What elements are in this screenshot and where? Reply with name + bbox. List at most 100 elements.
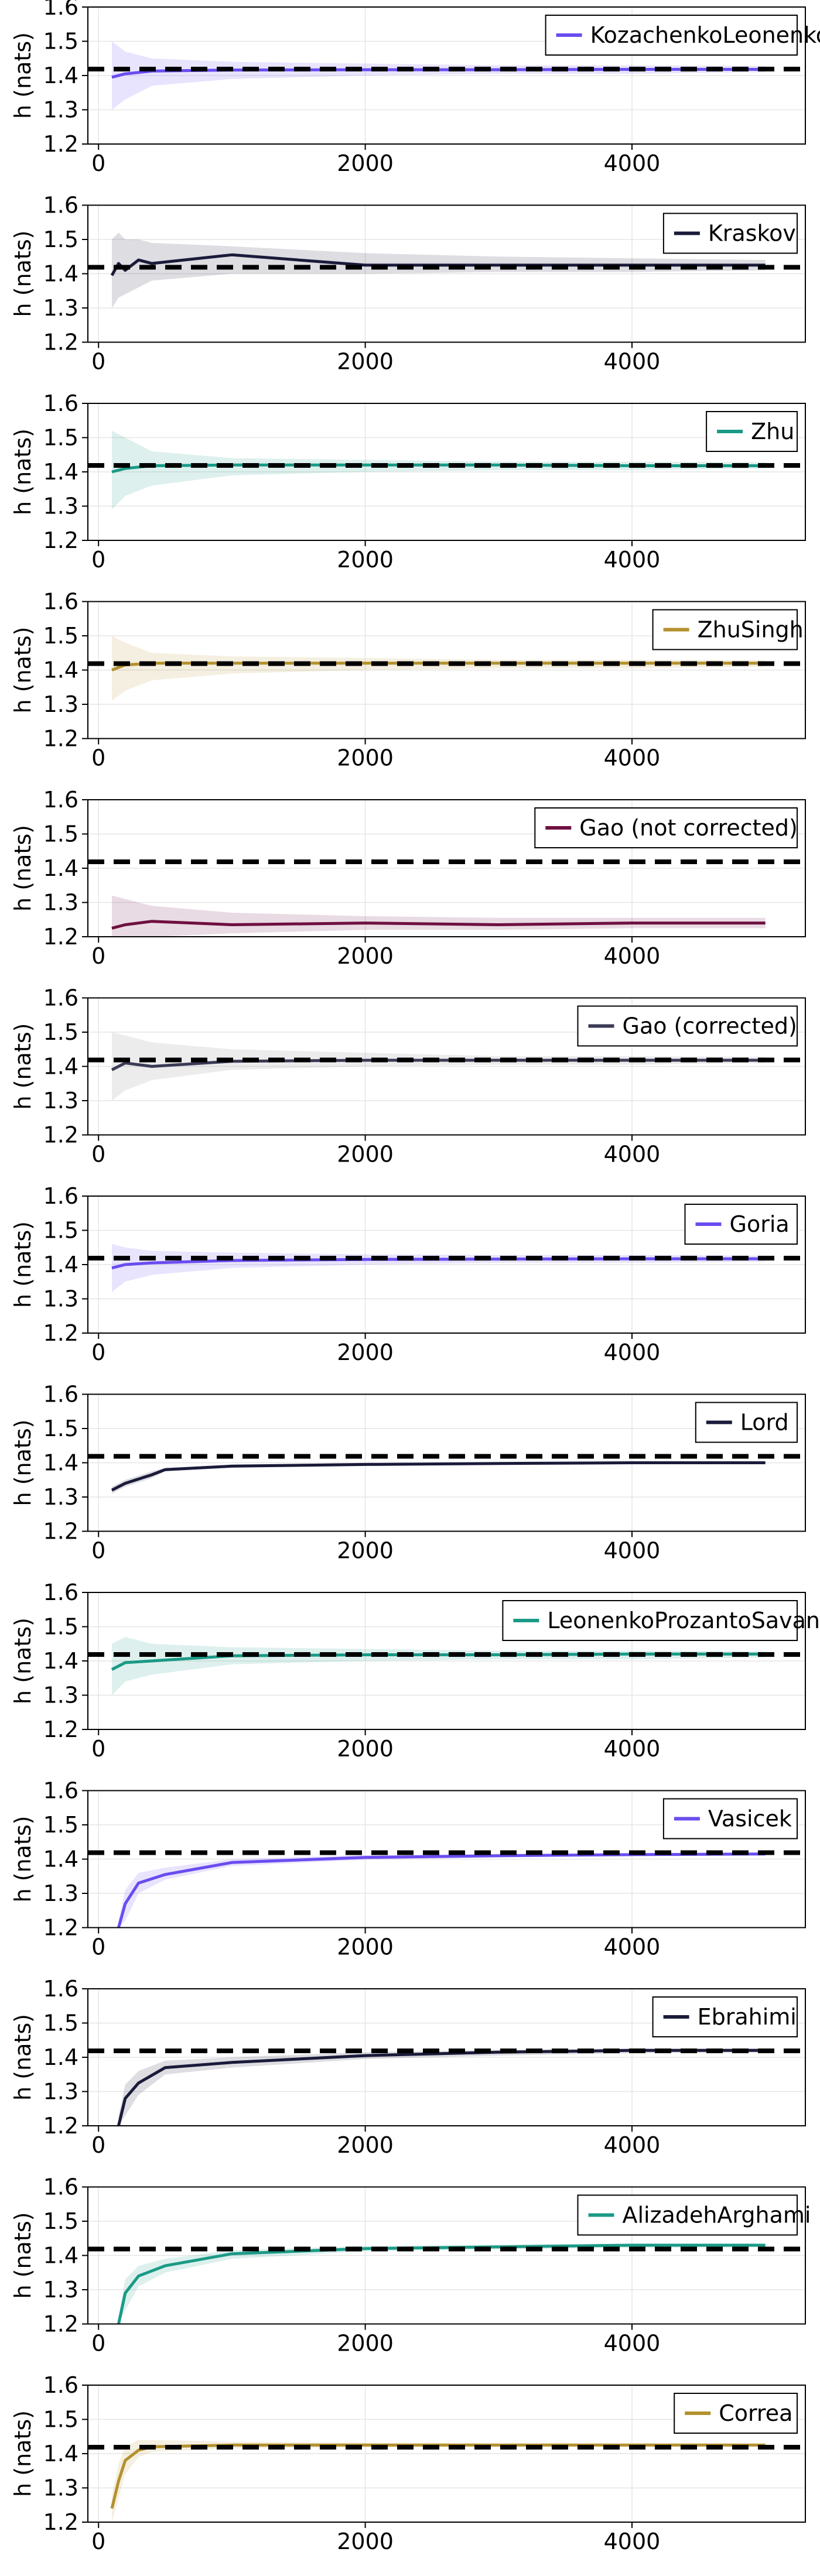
y-tick-label: 1.6: [43, 1382, 78, 1407]
legend-box: [652, 609, 798, 650]
legend-label: Kraskov: [708, 221, 796, 246]
y-axis-label: h (nats): [10, 32, 36, 119]
legend-label: KozachenkoLeonenko: [590, 22, 820, 48]
panel-6: 1.2 1.3 1.4 1.5 1.6 0 2000 4000 h (nats) Gao (cor…: [10, 985, 806, 1167]
panel-11: 1.2 1.3 1.4 1.5 1.6 0 2000 4000 h (nats) Ebrahimi: [10, 1976, 806, 2158]
y-tick-label: 1.6: [43, 1580, 78, 1605]
panel-13: 1.2 1.3 1.4 1.5 1.6 0 2000 4000 h (nats) Correa: [10, 2372, 806, 2554]
y-tick-label: 1.5: [43, 1218, 78, 1244]
x-tick-label: 2000: [337, 349, 394, 375]
panel-10: 1.2 1.3 1.4 1.5 1.6 0 2000 4000 h (nats) Vasicek: [10, 1778, 806, 1960]
legend: Vasicek: [662, 1798, 798, 1839]
x-tick-label: 0: [91, 150, 105, 176]
legend-label: Correa: [719, 2400, 792, 2426]
legend-box: [577, 2194, 798, 2236]
legend-box: [545, 15, 798, 56]
y-tick-label: 1.5: [43, 29, 78, 54]
y-tick-label: 1.6: [43, 589, 78, 615]
y-tick-label: 1.3: [43, 691, 78, 717]
y-tick-label: 1.4: [43, 2243, 78, 2269]
panel-4: 1.2 1.3 1.4 1.5 1.6 0 2000 4000 h (nats) ZhuSingh: [10, 589, 806, 771]
y-tick-label: 1.6: [43, 1778, 78, 1804]
x-tick-label: 0: [91, 2529, 105, 2554]
series-line: [111, 920, 766, 930]
y-tick-label: 1.6: [43, 985, 78, 1011]
y-tick-label: 1.3: [43, 494, 78, 519]
y-tick-label: 1.5: [43, 425, 78, 451]
y-axis-label: h (nats): [10, 1816, 36, 1903]
y-tick-label: 1.2: [43, 1915, 78, 1941]
y-tick-label: 1.4: [43, 1648, 78, 1674]
legend-label: LeonenkoProzantoSavani: [547, 1608, 820, 1633]
x-tick-label: 2000: [337, 1340, 394, 1365]
x-tick-label: 2000: [337, 547, 394, 573]
x-tick-label: 4000: [604, 1736, 661, 1762]
y-tick-label: 1.6: [43, 0, 78, 20]
x-tick-label: 4000: [604, 1340, 661, 1365]
legend: Zhu: [706, 411, 798, 452]
x-tick-label: 2000: [337, 2132, 394, 2158]
y-tick-label: 1.3: [43, 1880, 78, 1906]
y-tick-label: 1.4: [43, 459, 78, 485]
y-tick-label: 1.5: [43, 1614, 78, 1640]
x-tick-label: 0: [91, 1538, 105, 1564]
x-tick-label: 2000: [337, 1538, 394, 1564]
legend-label: Gao (corrected): [623, 1013, 797, 1039]
y-axis-label: h (nats): [10, 1023, 36, 1110]
y-tick-label: 1.4: [43, 2441, 78, 2467]
panel-7: 1.2 1.3 1.4 1.5 1.6 0 2000 4000 h (nats) Goria: [10, 1183, 806, 1365]
x-tick-label: 0: [91, 943, 105, 969]
series-line: [110, 2443, 766, 2509]
y-tick-label: 1.5: [43, 1416, 78, 1441]
legend: Lord: [695, 1402, 798, 1443]
y-tick-label: 1.6: [43, 390, 78, 416]
y-tick-label: 1.2: [43, 726, 78, 752]
confidence-band: [112, 41, 766, 110]
x-tick-label: 0: [91, 547, 105, 573]
legend: Gao (corrected): [577, 1005, 798, 1047]
confidence-band: [112, 636, 766, 701]
legend-box: [662, 213, 798, 254]
y-tick-label: 1.6: [43, 1976, 78, 2002]
x-tick-label: 2000: [337, 1934, 394, 1960]
series-line: [111, 1461, 766, 1492]
legend-label: AlizadehArghami: [623, 2202, 811, 2228]
legend-label: Gao (not corrected): [579, 815, 798, 841]
y-tick-label: 1.6: [43, 787, 78, 813]
y-tick-label: 1.4: [43, 1054, 78, 1080]
y-tick-label: 1.4: [43, 1847, 78, 1872]
legend: KozachenkoLeonenko: [545, 15, 820, 56]
y-tick-label: 1.6: [43, 2372, 78, 2398]
y-tick-label: 1.4: [43, 63, 78, 88]
y-tick-label: 1.5: [43, 2208, 78, 2234]
x-tick-label: 4000: [604, 547, 661, 573]
x-tick-label: 4000: [604, 2331, 661, 2356]
y-tick-label: 1.4: [43, 261, 78, 287]
legend-label: Vasicek: [708, 1806, 792, 1832]
legend: Ebrahimi: [652, 1996, 798, 2037]
x-tick-label: 0: [91, 1934, 105, 1960]
x-tick-label: 4000: [604, 1142, 661, 1167]
y-tick-label: 1.4: [43, 1450, 78, 1476]
y-tick-label: 1.3: [43, 2079, 78, 2105]
panel-5: 1.2 1.3 1.4 1.5 1.6 0 2000 4000 h (nats) Gao (not…: [10, 787, 806, 969]
series-line: [117, 2243, 766, 2324]
x-tick-label: 0: [91, 1340, 105, 1365]
panel-3: 1.2 1.3 1.4 1.5 1.6 0 2000 4000 h (nats) Zhu: [10, 390, 806, 573]
y-tick-label: 1.2: [43, 2509, 78, 2535]
y-tick-label: 1.3: [43, 890, 78, 916]
x-tick-label: 2000: [337, 150, 394, 176]
x-tick-label: 2000: [337, 745, 394, 771]
x-tick-label: 0: [91, 745, 105, 771]
y-tick-label: 1.2: [43, 2311, 78, 2337]
y-axis-label: h (nats): [10, 627, 36, 714]
x-tick-label: 4000: [604, 2529, 661, 2554]
confidence-band: [112, 232, 766, 308]
legend: Goria: [684, 1204, 798, 1245]
y-tick-label: 1.5: [43, 1812, 78, 1838]
y-tick-label: 1.5: [43, 623, 78, 649]
confidence-band: [112, 1244, 766, 1292]
x-tick-label: 4000: [604, 1538, 661, 1564]
x-tick-label: 0: [91, 1142, 105, 1167]
y-tick-label: 1.3: [43, 2277, 78, 2303]
